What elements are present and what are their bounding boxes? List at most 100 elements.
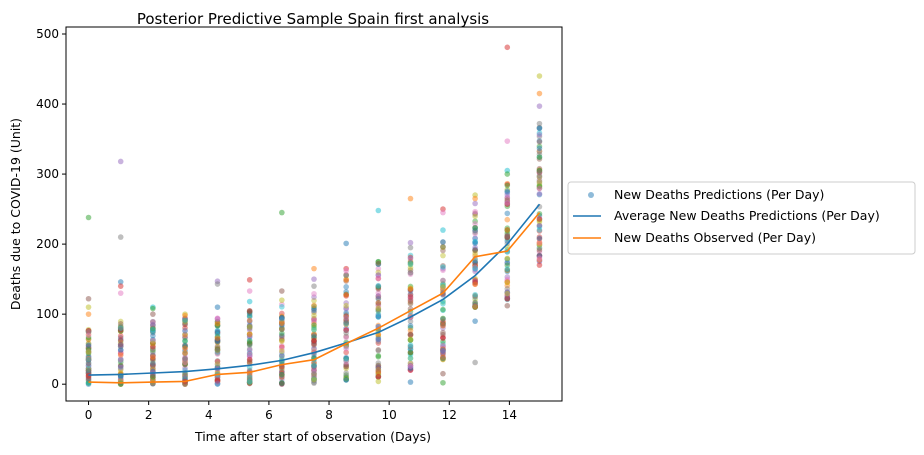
prediction-point <box>279 288 285 294</box>
prediction-point <box>279 352 285 359</box>
prediction-point <box>536 215 543 222</box>
prediction-point <box>536 235 543 242</box>
prediction-point <box>182 332 188 338</box>
prediction-point <box>279 346 285 353</box>
prediction-point <box>536 234 543 240</box>
prediction-point <box>536 241 543 248</box>
prediction-point <box>440 334 446 341</box>
prediction-point <box>375 340 382 346</box>
prediction-point <box>536 185 543 192</box>
prediction-point <box>536 184 543 190</box>
prediction-point <box>504 289 511 295</box>
prediction-point <box>343 377 349 383</box>
prediction-point <box>117 328 124 335</box>
prediction-point <box>375 373 382 380</box>
prediction-point <box>472 208 478 215</box>
prediction-point <box>536 240 543 247</box>
prediction-point <box>279 380 285 387</box>
prediction-point <box>407 269 414 276</box>
prediction-point <box>343 321 349 328</box>
prediction-point <box>343 363 349 370</box>
prediction-point <box>440 347 446 353</box>
prediction-point <box>375 372 382 379</box>
prediction-point <box>311 337 317 344</box>
prediction-point <box>182 381 188 387</box>
prediction-point <box>536 172 543 179</box>
prediction-point <box>440 307 446 314</box>
prediction-point <box>536 103 543 109</box>
y-tick-label: 400 <box>36 97 59 111</box>
prediction-point <box>246 380 253 387</box>
prediction-point <box>311 276 317 282</box>
prediction-point <box>117 376 124 383</box>
prediction-point <box>375 285 382 291</box>
prediction-point <box>150 332 156 339</box>
prediction-point <box>343 292 349 298</box>
prediction-point <box>504 266 511 272</box>
prediction-point <box>343 276 349 283</box>
prediction-point <box>472 281 478 288</box>
prediction-point <box>214 328 221 335</box>
prediction-point <box>85 342 92 349</box>
prediction-point <box>504 186 511 193</box>
prediction-point <box>246 314 253 320</box>
prediction-point <box>150 337 156 344</box>
prediction-point <box>182 355 188 362</box>
prediction-point <box>407 346 414 352</box>
prediction-point <box>246 347 253 354</box>
prediction-point <box>440 306 446 313</box>
prediction-point <box>536 131 543 138</box>
prediction-point <box>472 303 478 310</box>
prediction-point <box>472 304 478 310</box>
prediction-point <box>472 296 478 303</box>
prediction-point <box>440 244 446 250</box>
prediction-point <box>536 182 543 189</box>
prediction-point <box>214 304 221 310</box>
prediction-point <box>472 359 478 366</box>
prediction-point <box>375 307 382 313</box>
prediction-point <box>85 329 92 335</box>
prediction-point <box>182 344 188 351</box>
prediction-point <box>246 317 253 324</box>
prediction-point <box>85 326 92 333</box>
prediction-point <box>472 277 478 283</box>
prediction-point <box>536 174 543 180</box>
prediction-point <box>246 331 253 337</box>
prediction-point <box>504 227 511 234</box>
prediction-point <box>311 360 317 367</box>
prediction-point <box>472 224 478 231</box>
prediction-point <box>536 156 543 162</box>
prediction-point <box>85 354 92 360</box>
prediction-point <box>311 332 317 338</box>
prediction-point <box>375 364 382 371</box>
prediction-point <box>214 339 221 346</box>
prediction-point <box>246 317 253 324</box>
prediction-point <box>279 314 285 321</box>
prediction-point <box>375 286 382 292</box>
prediction-point <box>150 352 156 359</box>
prediction-point <box>182 373 188 380</box>
prediction-point <box>343 354 349 361</box>
prediction-point <box>440 284 446 290</box>
prediction-point <box>504 260 511 267</box>
prediction-point <box>440 318 446 325</box>
prediction-point <box>472 291 478 298</box>
prediction-point <box>440 277 446 284</box>
prediction-point <box>375 303 382 310</box>
prediction-point <box>150 355 156 361</box>
prediction-point <box>279 320 285 327</box>
prediction-point <box>182 362 188 368</box>
prediction-point <box>214 315 221 322</box>
prediction-point <box>279 337 285 343</box>
prediction-point <box>343 305 349 311</box>
prediction-point <box>472 299 478 306</box>
prediction-point <box>407 285 414 291</box>
prediction-point <box>407 323 414 329</box>
prediction-point <box>343 355 349 362</box>
prediction-point <box>472 239 478 246</box>
prediction-point <box>85 366 92 372</box>
prediction-point <box>214 323 221 329</box>
prediction-point <box>440 355 446 362</box>
prediction-point <box>150 322 156 328</box>
prediction-point <box>407 296 414 303</box>
